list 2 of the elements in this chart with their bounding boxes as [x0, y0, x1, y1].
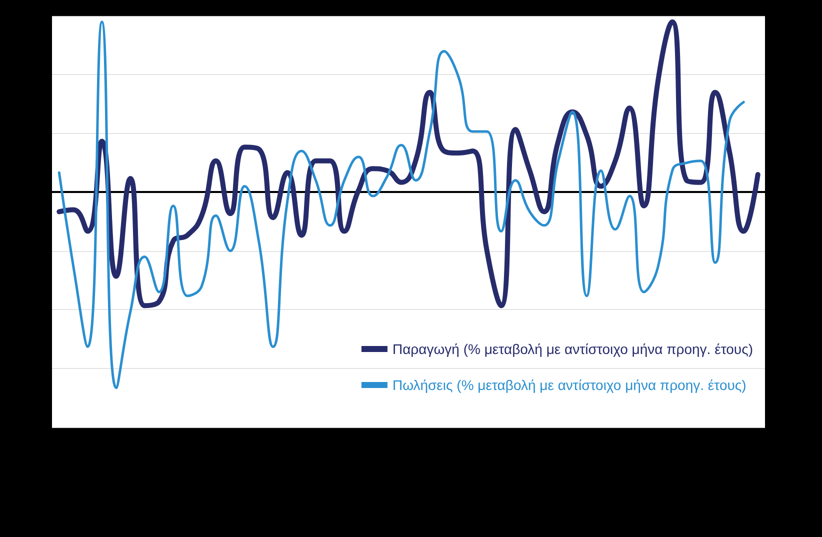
legend-label: Πωλήσεις (% μεταβολή με αντίστοιχο μήνα προηγ. έτους): [392, 377, 746, 393]
legend-label: Παραγωγή (% μεταβολή με αντίστοιχο μήνα προηγ. έτους): [392, 341, 754, 357]
